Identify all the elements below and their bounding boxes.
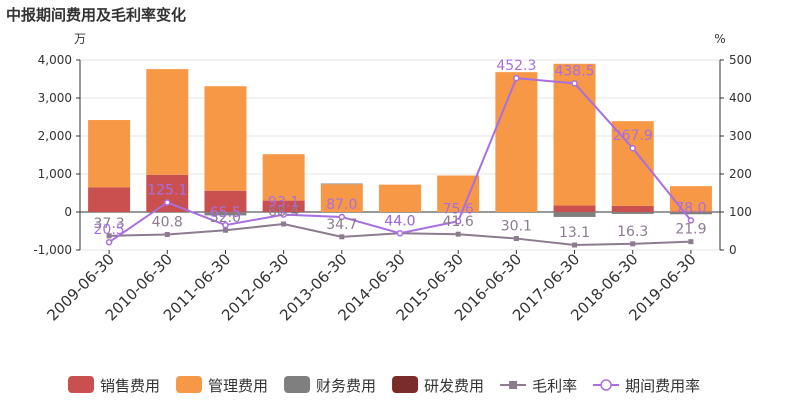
data-label-期间费用率: 267.9 (613, 128, 653, 144)
bar-管理费用 (146, 69, 189, 175)
y-right-tick-label: 100 (729, 205, 752, 219)
data-label-期间费用率: 78.0 (675, 200, 706, 216)
point-毛利率 (513, 236, 519, 242)
bar-销售费用 (262, 200, 305, 212)
bar-管理费用 (379, 184, 421, 212)
bar-销售费用 (146, 174, 189, 212)
y-left-tick-label: 4,000 (38, 53, 72, 67)
bar-销售费用 (669, 211, 712, 212)
point-期间费用率 (222, 221, 229, 229)
point-期间费用率 (105, 238, 113, 246)
legend-label-期间费用率: 期间费用率 (625, 377, 700, 395)
bar-财务费用 (611, 212, 654, 214)
bar-财务费用 (320, 183, 363, 185)
bar-财务费用 (669, 212, 712, 215)
data-label-期间费用率: 65.5 (210, 205, 241, 221)
bar-管理费用 (320, 184, 363, 212)
data-label-期间费用率: 44.0 (384, 213, 415, 229)
point-期间费用率 (513, 74, 520, 82)
point-期间费用率 (571, 80, 578, 87)
point-毛利率 (281, 221, 287, 227)
data-label-期间费用率: 125.1 (147, 182, 187, 198)
bar-财务费用 (204, 212, 247, 216)
data-label-期间费用率: 20.5 (94, 222, 125, 238)
data-label-毛利率: 21.9 (675, 222, 706, 238)
data-label-毛利率: 13.1 (559, 225, 590, 241)
y-left-tick-label: 1,000 (38, 167, 72, 181)
y-right-tick-label: 0 (729, 243, 737, 257)
chart-title: 中报期间费用及毛利率变化 (6, 6, 187, 24)
y-right-tick-label: 400 (729, 91, 752, 105)
data-label-期间费用率: 452.3 (496, 58, 536, 74)
legend-label-财务费用: 财务费用 (316, 377, 376, 395)
bar-管理费用 (88, 120, 131, 188)
bar-管理费用 (204, 86, 247, 191)
point-毛利率 (572, 242, 578, 248)
bar-管理费用 (553, 63, 596, 206)
point-期间费用率 (629, 144, 636, 152)
bar-管理费用 (437, 175, 480, 212)
y-left-tick-label: -1,000 (33, 243, 72, 257)
legend-swatch-财务费用 (284, 376, 311, 393)
legend-label-毛利率: 毛利率 (532, 377, 577, 395)
data-label-期间费用率: 93.1 (268, 195, 299, 211)
bar-销售费用 (611, 205, 654, 212)
point-期间费用率 (280, 211, 287, 218)
point-毛利率 (164, 231, 170, 237)
y-left-tick-label: 0 (64, 205, 72, 219)
bar-销售费用 (88, 187, 131, 212)
data-label-毛利率: 34.7 (326, 217, 357, 233)
bar-管理费用 (495, 72, 538, 212)
legend-label-研发费用: 研发费用 (424, 377, 484, 395)
bar-财务费用 (553, 212, 596, 217)
legend-swatch-管理费用 (176, 376, 203, 393)
bar-销售费用 (553, 205, 596, 212)
point-毛利率 (106, 233, 112, 239)
data-label-期间费用率: 438.5 (554, 63, 594, 79)
y-right-unit: % (714, 32, 725, 46)
legend-marker-毛利率 (509, 381, 518, 389)
point-毛利率 (630, 241, 636, 247)
bar-管理费用 (669, 186, 712, 212)
data-label-期间费用率: 87.0 (326, 197, 357, 213)
y-left-unit: 万 (74, 32, 86, 46)
point-毛利率 (688, 239, 694, 245)
legend-label-销售费用: 销售费用 (100, 377, 160, 395)
data-label-毛利率: 68.4 (268, 204, 299, 220)
point-期间费用率 (396, 230, 404, 237)
data-label-毛利率: 52.0 (210, 210, 241, 226)
y-left-tick-label: 3,000 (38, 91, 72, 105)
legend-marker-期间费用率 (600, 379, 612, 391)
point-毛利率 (222, 227, 228, 233)
data-label-毛利率: 40.8 (152, 214, 183, 230)
y-right-tick-label: 300 (729, 129, 752, 143)
data-label-毛利率: 37.3 (94, 216, 125, 232)
point-期间费用率 (338, 213, 346, 221)
y-left-tick-label: 2,000 (38, 129, 72, 143)
y-right-tick-label: 200 (729, 167, 752, 181)
data-label-毛利率: 41.6 (443, 214, 474, 230)
legend-swatch-研发费用 (392, 376, 419, 393)
data-label-毛利率: 30.1 (501, 219, 532, 235)
point-期间费用率 (687, 217, 695, 224)
point-毛利率 (339, 234, 345, 240)
bar-销售费用 (204, 190, 247, 212)
legend-label-管理费用: 管理费用 (208, 377, 268, 395)
legend-swatch-销售费用 (68, 376, 94, 393)
y-right-tick-label: 500 (729, 53, 752, 67)
bar-管理费用 (611, 121, 654, 206)
data-label-期间费用率: 75.6 (443, 201, 474, 217)
data-label-毛利率: 44.0 (384, 213, 415, 229)
data-label-毛利率: 16.3 (617, 224, 648, 240)
point-期间费用率 (164, 199, 171, 206)
bar-管理费用 (262, 154, 305, 201)
point-期间费用率 (454, 218, 462, 225)
point-毛利率 (455, 231, 461, 237)
